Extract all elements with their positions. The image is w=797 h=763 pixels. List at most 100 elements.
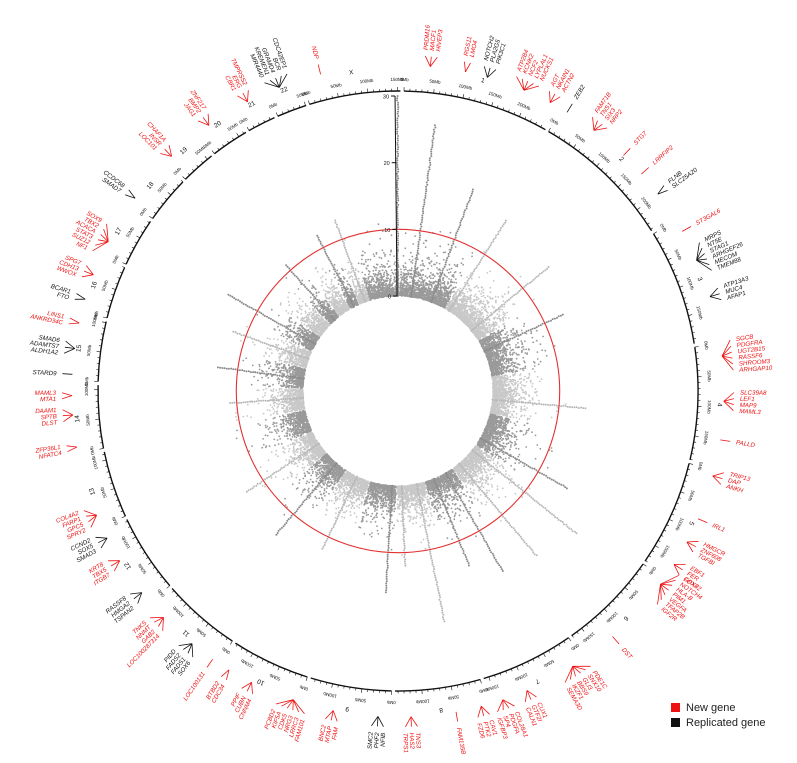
data-point (456, 290, 458, 293)
data-point (496, 350, 498, 353)
data-point (408, 258, 411, 261)
data-point (492, 334, 495, 337)
data-point (442, 277, 444, 280)
data-point (464, 296, 467, 299)
data-point (488, 329, 491, 331)
data-point (506, 377, 509, 380)
data-point (401, 294, 403, 297)
data-point (530, 332, 533, 335)
data-point (461, 305, 463, 308)
data-point (482, 328, 484, 331)
data-point (403, 278, 406, 281)
data-point (426, 297, 429, 300)
data-point (481, 345, 484, 348)
data-point (444, 299, 447, 302)
data-point (556, 410, 558, 412)
data-point (435, 300, 438, 303)
data-point (502, 380, 505, 383)
data-point (400, 282, 403, 284)
data-point (524, 384, 527, 387)
data-point (550, 447, 553, 449)
data-point (470, 311, 473, 314)
data-point (475, 299, 478, 301)
data-point (482, 307, 485, 310)
data-point (522, 391, 524, 394)
data-point (507, 393, 510, 395)
data-point (419, 289, 421, 292)
data-point (484, 306, 486, 309)
data-point (466, 295, 469, 298)
data-point (399, 291, 402, 294)
data-point (495, 410, 498, 413)
data-point (496, 406, 498, 409)
data-point (532, 368, 534, 370)
data-point (474, 306, 476, 308)
data-point (496, 313, 499, 316)
data-point (412, 296, 415, 298)
data-point (508, 396, 511, 399)
data-point (534, 370, 536, 373)
data-point (442, 306, 445, 309)
data-point (492, 369, 495, 372)
data-point (465, 316, 467, 319)
data-point (495, 353, 498, 355)
data-point (511, 432, 514, 434)
data-point (515, 392, 518, 395)
data-point (503, 376, 505, 379)
data-point (402, 285, 405, 288)
data-point (539, 360, 542, 363)
data-point (536, 444, 539, 446)
data-point (496, 387, 499, 390)
data-point (497, 340, 499, 343)
data-point (416, 268, 418, 271)
data-point (491, 373, 493, 376)
data-point (437, 303, 439, 306)
data-point (506, 348, 509, 351)
data-point (407, 272, 410, 274)
data-point (531, 397, 534, 399)
data-point (504, 352, 507, 355)
data-point (475, 315, 478, 318)
data-point (465, 288, 467, 290)
data-point (499, 390, 502, 392)
data-point (492, 394, 495, 397)
data-point (451, 311, 454, 313)
data-point (492, 352, 495, 355)
data-point (531, 385, 533, 388)
data-point (454, 246, 457, 248)
data-point (434, 252, 436, 255)
data-point (473, 322, 476, 324)
data-point (507, 286, 510, 289)
data-point (489, 327, 492, 329)
data-point (444, 293, 446, 295)
data-point (411, 259, 414, 261)
data-point (402, 264, 405, 267)
data-point (496, 347, 498, 350)
data-point (500, 377, 503, 380)
data-point (416, 266, 419, 269)
data-point (520, 405, 523, 408)
data-point (455, 292, 458, 295)
data-point (448, 286, 450, 289)
data-point (408, 294, 411, 296)
data-point (522, 396, 525, 399)
data-point (516, 353, 519, 356)
data-point (463, 294, 466, 297)
data-point (534, 391, 536, 394)
data-point (484, 296, 486, 299)
data-point (503, 407, 506, 410)
data-point (499, 401, 502, 403)
data-point (492, 411, 494, 414)
data-point (455, 265, 457, 267)
data-point (514, 424, 517, 427)
data-point (439, 290, 442, 293)
data-point (474, 319, 477, 321)
data-point (495, 362, 498, 365)
data-point (429, 283, 432, 286)
data-point (473, 286, 476, 289)
data-point (419, 291, 422, 294)
data-point (497, 403, 500, 406)
data-point (512, 398, 515, 401)
data-point (405, 276, 408, 278)
